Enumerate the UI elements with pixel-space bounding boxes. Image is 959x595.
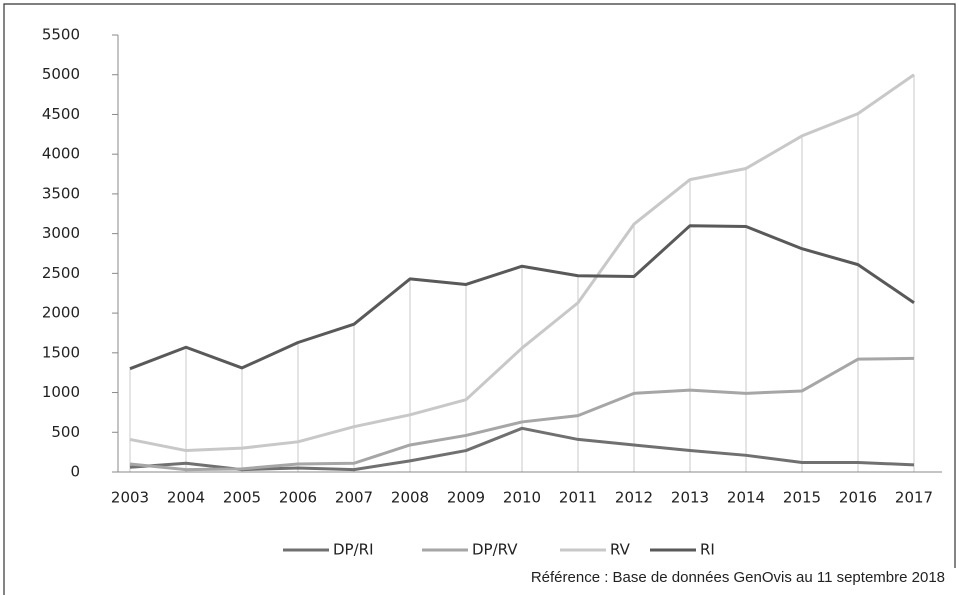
x-tick-label: 2017 bbox=[895, 489, 933, 507]
y-tick-label: 2500 bbox=[42, 264, 80, 282]
x-tick-label: 2003 bbox=[111, 489, 149, 507]
legend-label: DP/RV bbox=[472, 541, 518, 559]
series-line bbox=[129, 73, 915, 453]
legend-label: RV bbox=[610, 541, 631, 559]
x-tick-label: 2016 bbox=[839, 489, 877, 507]
x-tick-label: 2008 bbox=[391, 489, 429, 507]
y-tick-label: 4500 bbox=[42, 105, 80, 123]
y-tick-label: 1000 bbox=[42, 383, 80, 401]
y-tick-label: 3000 bbox=[42, 224, 80, 242]
y-tick-label: 0 bbox=[70, 463, 80, 481]
x-tick-label: 2014 bbox=[727, 489, 765, 507]
x-tick-label: 2009 bbox=[447, 489, 485, 507]
x-tick-label: 2006 bbox=[279, 489, 317, 507]
y-tick-label: 3500 bbox=[42, 184, 80, 202]
y-tick-label: 4000 bbox=[42, 145, 80, 163]
x-tick-label: 2005 bbox=[223, 489, 261, 507]
series-line bbox=[129, 356, 915, 472]
series-line bbox=[129, 224, 915, 371]
legend-label: RI bbox=[700, 541, 715, 559]
series-line bbox=[129, 426, 915, 472]
y-tick-label: 1500 bbox=[42, 343, 80, 361]
x-tick-label: 2015 bbox=[783, 489, 821, 507]
y-tick-label: 500 bbox=[51, 423, 80, 441]
x-tick-label: 2013 bbox=[671, 489, 709, 507]
x-tick-label: 2012 bbox=[615, 489, 653, 507]
x-tick-label: 2011 bbox=[559, 489, 597, 507]
x-tick-label: 2004 bbox=[167, 489, 205, 507]
legend-label: DP/RI bbox=[333, 541, 374, 559]
y-tick-label: 5500 bbox=[42, 26, 80, 44]
y-tick-label: 5000 bbox=[42, 65, 80, 83]
y-tick-label: 2000 bbox=[42, 304, 80, 322]
frame bbox=[3, 3, 956, 595]
footnote: Référence : Base de données GenOvis au 1… bbox=[531, 569, 945, 586]
x-tick-label: 2010 bbox=[503, 489, 541, 507]
x-tick-label: 2007 bbox=[335, 489, 373, 507]
